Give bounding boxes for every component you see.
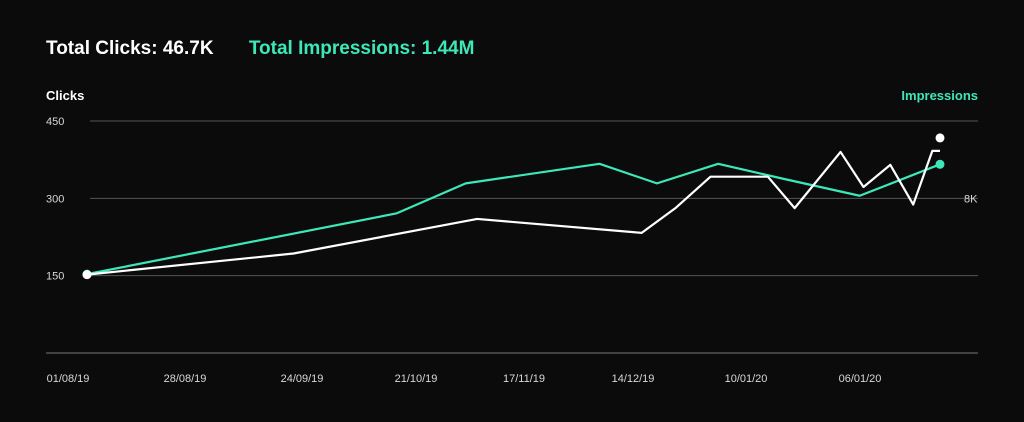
- clicks-start-point: [82, 270, 92, 280]
- x-tick-label: 06/01/20: [839, 373, 882, 385]
- x-tick-label: 14/12/19: [612, 373, 655, 385]
- y-tick-label: 450: [46, 116, 64, 128]
- x-tick-label: 01/08/19: [47, 373, 90, 385]
- y-axis-title-impressions: Impressions: [901, 88, 978, 103]
- y-axis-title-clicks: Clicks: [46, 88, 85, 103]
- clicks-end-point: [935, 133, 945, 143]
- impressions-end-point: [935, 159, 945, 169]
- clicks-line: [86, 149, 940, 276]
- totals-summary: Total Clicks: 46.7K Total Impressions: 1…: [46, 38, 504, 60]
- x-tick-label: 24/09/19: [281, 373, 324, 385]
- total-clicks: Total Clicks: 46.7K: [46, 38, 214, 59]
- total-impressions: Total Impressions: 1.44M: [248, 38, 475, 59]
- x-tick-label: 21/10/19: [395, 373, 438, 385]
- y2-tick-label: 8K: [964, 193, 978, 205]
- y-tick-label: 300: [46, 193, 64, 205]
- y-tick-label: 150: [46, 271, 64, 283]
- x-tick-label: 10/01/20: [725, 373, 768, 385]
- x-tick-label: 28/08/19: [164, 373, 207, 385]
- impressions-line: [86, 162, 941, 276]
- x-tick-label: 17/11/19: [503, 373, 545, 385]
